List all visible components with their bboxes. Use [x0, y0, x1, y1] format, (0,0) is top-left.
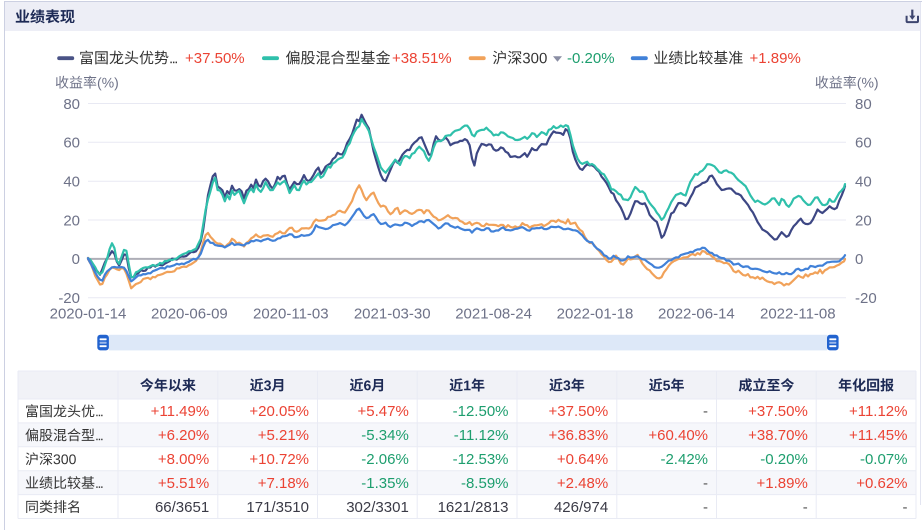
- svg-text:80: 80: [63, 96, 80, 113]
- svg-text:+8.00%: +8.00%: [158, 451, 209, 468]
- svg-text:-: -: [703, 403, 708, 420]
- svg-text:2022-06-14: 2022-06-14: [658, 306, 735, 323]
- svg-text:20: 20: [855, 212, 872, 229]
- svg-text:+5.51%: +5.51%: [158, 475, 209, 492]
- svg-text:2022-01-18: 2022-01-18: [557, 306, 634, 323]
- svg-text:+60.40%: +60.40%: [648, 427, 708, 444]
- svg-text:+38.51%: +38.51%: [392, 50, 452, 67]
- svg-text:80: 80: [855, 96, 872, 113]
- svg-text:2021-03-30: 2021-03-30: [354, 306, 431, 323]
- svg-text:-20: -20: [58, 290, 80, 307]
- svg-text:+20.05%: +20.05%: [249, 403, 309, 420]
- svg-text:+37.50%: +37.50%: [748, 403, 808, 420]
- svg-text:0: 0: [72, 251, 80, 268]
- svg-text:60: 60: [855, 135, 872, 152]
- svg-text:-2.06%: -2.06%: [361, 451, 409, 468]
- svg-text:171/3510: 171/3510: [246, 499, 309, 516]
- svg-text:+0.62%: +0.62%: [856, 475, 907, 492]
- svg-text:-0.20%: -0.20%: [567, 50, 615, 67]
- svg-text:2020-06-09: 2020-06-09: [151, 306, 228, 323]
- svg-text:+11.49%: +11.49%: [151, 403, 210, 420]
- svg-text:+5.21%: +5.21%: [258, 427, 309, 444]
- svg-text:+38.70%: +38.70%: [748, 427, 808, 444]
- svg-text:-2.42%: -2.42%: [660, 451, 708, 468]
- svg-text:2020-11-03: 2020-11-03: [253, 306, 329, 323]
- svg-text:-20: -20: [855, 290, 877, 307]
- svg-text:-: -: [903, 499, 908, 516]
- svg-text:+1.89%: +1.89%: [757, 475, 808, 492]
- svg-text:1621/2813: 1621/2813: [438, 499, 509, 516]
- svg-text:-12.53%: -12.53%: [453, 451, 509, 468]
- svg-text:-12.50%: -12.50%: [453, 403, 509, 420]
- svg-text:-: -: [703, 499, 708, 516]
- svg-text:-0.07%: -0.07%: [860, 451, 908, 468]
- svg-text:+11.45%: +11.45%: [849, 427, 908, 444]
- svg-text:-8.59%: -8.59%: [461, 475, 509, 492]
- svg-text:+6.20%: +6.20%: [158, 427, 209, 444]
- svg-text:+37.50%: +37.50%: [549, 403, 609, 420]
- svg-text:302/3301: 302/3301: [346, 499, 409, 516]
- svg-text:+1.89%: +1.89%: [750, 50, 801, 67]
- svg-text:-: -: [803, 499, 808, 516]
- svg-text:2021-08-24: 2021-08-24: [455, 306, 532, 323]
- svg-text:+10.72%: +10.72%: [249, 451, 309, 468]
- svg-text:40: 40: [63, 174, 80, 191]
- svg-text:+11.12%: +11.12%: [849, 403, 908, 420]
- svg-text:60: 60: [63, 135, 80, 152]
- svg-text:+37.50%: +37.50%: [185, 50, 245, 67]
- svg-text:-0.20%: -0.20%: [760, 451, 808, 468]
- svg-text:426/974: 426/974: [554, 499, 608, 516]
- svg-text:2020-01-14: 2020-01-14: [50, 306, 127, 323]
- svg-text:+36.83%: +36.83%: [549, 427, 609, 444]
- svg-text:-: -: [703, 475, 708, 492]
- svg-text:+7.18%: +7.18%: [258, 475, 309, 492]
- svg-text:66/3651: 66/3651: [155, 499, 209, 516]
- svg-text:2022-11-08: 2022-11-08: [760, 306, 836, 323]
- svg-text:40: 40: [855, 174, 872, 191]
- svg-text:-5.34%: -5.34%: [361, 427, 409, 444]
- svg-text:+0.64%: +0.64%: [557, 451, 608, 468]
- svg-text:-11.12%: -11.12%: [454, 427, 509, 444]
- svg-text:+5.47%: +5.47%: [358, 403, 409, 420]
- svg-text:0: 0: [855, 251, 863, 268]
- svg-text:+2.48%: +2.48%: [557, 475, 608, 492]
- svg-text:-1.35%: -1.35%: [361, 475, 409, 492]
- svg-text:20: 20: [63, 212, 80, 229]
